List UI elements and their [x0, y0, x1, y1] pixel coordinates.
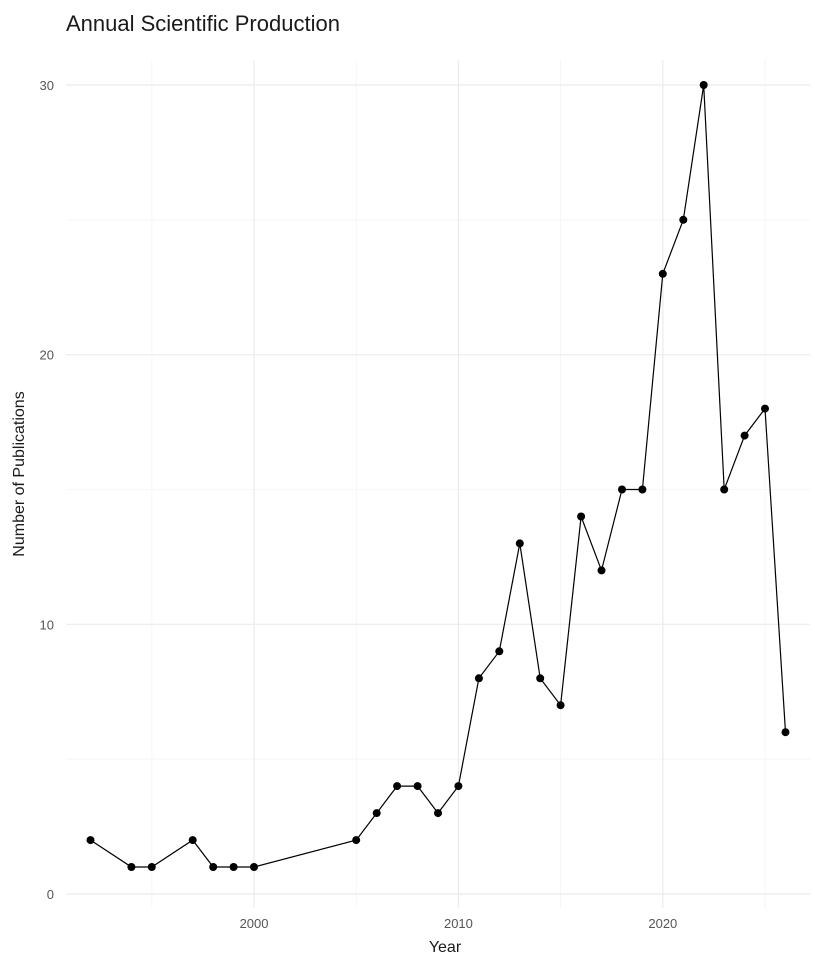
x-axis-ticks: 2000 2010 2020: [240, 916, 678, 931]
y-axis-ticks: 0 10 20 30: [40, 78, 54, 902]
data-point: [372, 809, 381, 818]
data-point: [250, 863, 258, 871]
y-tick-label: 20: [40, 348, 54, 363]
y-axis-label: Number of Publications: [11, 391, 28, 556]
x-tick-label: 2020: [648, 916, 677, 931]
data-point: [127, 863, 136, 871]
data-point: [352, 836, 361, 845]
data-point: [658, 269, 667, 278]
data-point: [434, 809, 442, 818]
x-tick-label: 2000: [240, 916, 269, 931]
data-point: [188, 836, 197, 845]
data-point: [761, 404, 769, 413]
data-point: [577, 512, 586, 521]
data-point: [699, 81, 708, 89]
data-points: [86, 81, 790, 871]
chart-title: Annual Scientific Production: [66, 11, 340, 36]
data-point: [495, 647, 504, 656]
data-point: [618, 485, 626, 494]
x-axis-label: Year: [429, 939, 462, 956]
data-point: [413, 782, 422, 791]
series-line: [90, 84, 787, 868]
data-point: [229, 863, 238, 871]
data-point: [740, 431, 749, 440]
y-tick-label: 10: [40, 617, 54, 632]
data-point: [720, 485, 729, 494]
data-point: [454, 782, 463, 791]
data-point: [781, 728, 790, 737]
data-point: [209, 863, 218, 871]
data-point: [393, 782, 402, 791]
x-tick-label: 2010: [444, 916, 473, 931]
data-point: [147, 863, 156, 871]
data-point: [474, 674, 483, 683]
data-point: [597, 566, 606, 575]
data-point: [638, 485, 647, 494]
data-point: [536, 674, 545, 683]
data-point: [86, 836, 95, 845]
data-point: [556, 701, 565, 710]
y-tick-label: 30: [40, 78, 54, 93]
data-point: [515, 539, 524, 548]
grid: [66, 60, 810, 908]
data-point: [679, 215, 688, 224]
y-tick-label: 0: [47, 887, 54, 902]
